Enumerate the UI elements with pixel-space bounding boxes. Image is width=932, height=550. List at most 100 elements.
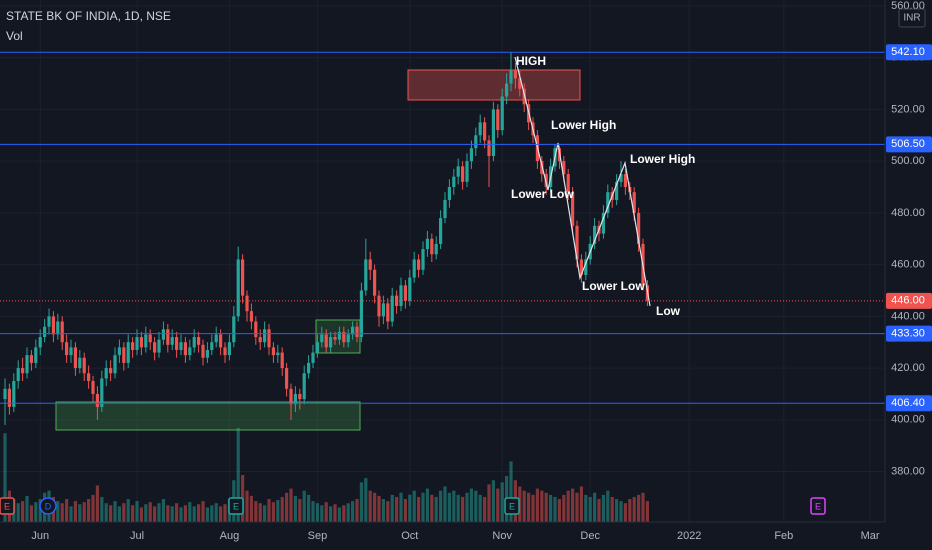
candle-body: [170, 337, 174, 345]
event-icon[interactable]: [810, 497, 826, 515]
candle-body: [593, 225, 597, 244]
chart-title: STATE BK OF INDIA, 1D, NSE: [6, 9, 171, 23]
volume-bar: [452, 490, 456, 522]
volume-bar: [148, 502, 152, 522]
candle-body: [315, 342, 320, 353]
volume-bar: [575, 492, 579, 522]
volume-bar: [161, 499, 166, 522]
level-label: 406.40: [891, 397, 925, 409]
candle-body: [210, 342, 214, 350]
volume-bar: [122, 503, 126, 522]
volume-bar: [60, 503, 64, 522]
annotation: Low: [656, 304, 681, 318]
candle-body: [12, 381, 16, 407]
volume-bar: [249, 495, 254, 522]
candle-body: [289, 388, 293, 405]
candle-body: [241, 259, 245, 296]
event-icon[interactable]: [39, 497, 57, 515]
candle-body: [566, 174, 570, 193]
volume-bar: [579, 486, 584, 522]
volume-bar: [329, 506, 333, 522]
volume-bar: [175, 503, 179, 522]
volume-bar: [302, 490, 306, 522]
volume-bar: [16, 503, 20, 522]
candle-body: [562, 161, 566, 175]
volume-bar: [531, 494, 535, 522]
volume-bar: [518, 486, 522, 522]
candle-body: [197, 337, 201, 345]
volume-bar: [637, 494, 641, 522]
candle-body: [65, 342, 69, 356]
candle-body: [337, 331, 342, 340]
candle-body: [377, 295, 381, 317]
candle-body: [425, 238, 430, 250]
volume-bar: [483, 496, 487, 522]
candle-body: [483, 122, 487, 141]
volume-bar: [315, 503, 320, 522]
volume-bar: [95, 485, 100, 522]
candle-body: [311, 352, 315, 363]
annotation: Lower High: [630, 152, 695, 166]
x-tick-label: Feb: [774, 530, 793, 542]
volume-bar: [100, 496, 104, 522]
candle-body: [258, 337, 262, 343]
volume-bar: [557, 499, 562, 522]
volume-bar: [126, 499, 130, 522]
candle-body: [175, 337, 179, 350]
volume-bar: [113, 501, 117, 522]
event-label: E: [4, 501, 10, 511]
volume-bar: [271, 502, 276, 522]
y-tick-label: 400.00: [891, 414, 925, 426]
volume-bar: [144, 504, 148, 522]
volume-bar: [549, 494, 553, 522]
candle-body: [619, 174, 623, 182]
candle-body: [465, 161, 469, 182]
volume-bar: [346, 503, 350, 522]
candle-body: [491, 109, 496, 156]
volume-bar: [408, 494, 412, 522]
volume-bar: [421, 492, 425, 522]
volume-bar: [434, 496, 438, 522]
volume-bar: [619, 501, 623, 522]
candle-body: [144, 334, 148, 348]
volume-bar: [615, 499, 619, 522]
candle-body: [78, 357, 82, 369]
volume-bar: [166, 505, 170, 522]
volume-bar: [201, 501, 205, 522]
x-tick-label: Oct: [401, 530, 418, 542]
candle-body: [236, 259, 240, 317]
currency-badge[interactable]: [898, 8, 926, 28]
event-icon[interactable]: [0, 497, 15, 515]
candle-body: [267, 329, 271, 348]
candle-body: [153, 342, 157, 353]
volume-bar: [91, 494, 95, 522]
volume-bar: [214, 503, 218, 522]
volume-bar: [320, 505, 324, 522]
event-icon[interactable]: [504, 497, 520, 515]
volume-bar: [500, 482, 504, 522]
volume-bar: [65, 499, 69, 522]
candle-body: [478, 122, 482, 136]
candle-body: [443, 199, 447, 219]
annotations: HIGH Lower High Lower Low Lower High Lower L…: [0, 54, 826, 515]
y-tick-label: 440.00: [891, 310, 925, 322]
volume-bar: [69, 506, 73, 522]
candle-body: [25, 355, 29, 374]
last-price-label: 446.00: [891, 295, 925, 307]
volume-bar: [386, 501, 390, 522]
volume-bar: [87, 499, 91, 522]
candle-body: [307, 362, 311, 374]
candle-body: [496, 109, 500, 131]
volume-bar: [109, 505, 113, 522]
candle-body: [351, 326, 355, 335]
candle-body: [21, 368, 25, 374]
volume-bar: [465, 492, 469, 522]
candle-body: [276, 352, 280, 356]
candle-body: [601, 212, 606, 234]
volume-bar: [117, 506, 122, 522]
grid: [0, 0, 885, 522]
event-icon[interactable]: [228, 497, 244, 515]
candle-body: [373, 269, 377, 296]
candle-body: [227, 342, 232, 356]
volume-pane: [3, 428, 650, 522]
